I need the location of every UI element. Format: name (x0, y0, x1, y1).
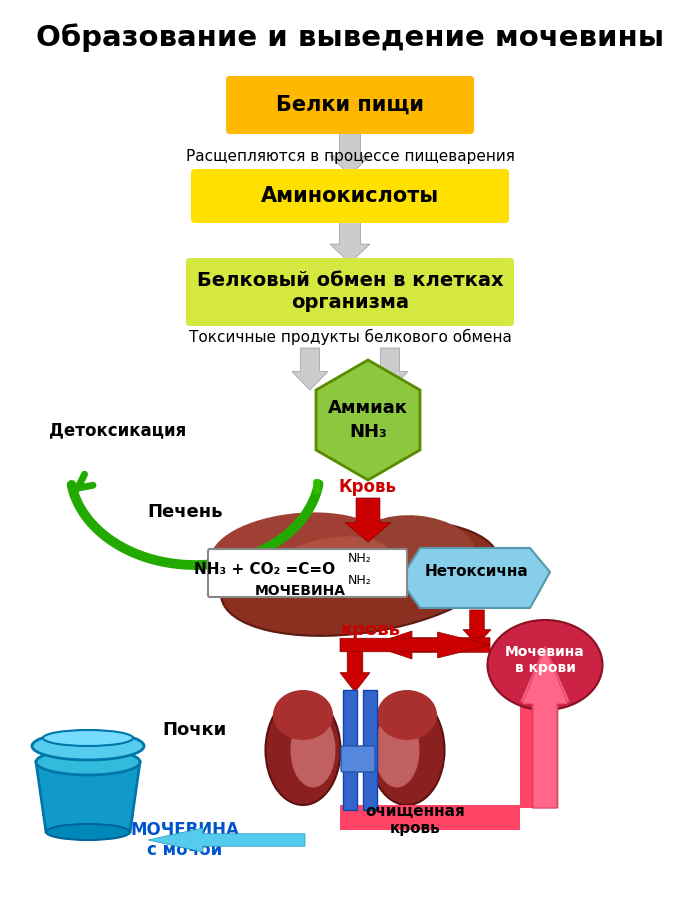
Polygon shape (36, 762, 140, 832)
FancyBboxPatch shape (363, 690, 377, 810)
Ellipse shape (46, 824, 130, 840)
Text: очищенная
кровь: очищенная кровь (365, 804, 465, 836)
Ellipse shape (487, 620, 603, 710)
Polygon shape (330, 132, 370, 175)
Polygon shape (372, 348, 408, 390)
Text: Токсичные продукты белкового обмена: Токсичные продукты белкового обмена (188, 329, 512, 345)
Polygon shape (520, 645, 570, 808)
Ellipse shape (36, 749, 140, 775)
FancyBboxPatch shape (520, 645, 550, 808)
Text: Почки: Почки (163, 721, 227, 739)
Text: NH₂: NH₂ (348, 552, 372, 564)
FancyBboxPatch shape (343, 690, 357, 810)
Ellipse shape (271, 536, 389, 590)
Text: Кровь: Кровь (339, 478, 397, 496)
Text: Аммиак: Аммиак (328, 399, 408, 417)
Text: Мочевина
в крови: Мочевина в крови (505, 645, 585, 675)
Text: NH₃: NH₃ (349, 423, 387, 441)
Text: МОЧЕВИНА: МОЧЕВИНА (255, 584, 346, 598)
Text: NH₃ + CO₂ =C=O: NH₃ + CO₂ =C=O (195, 562, 335, 576)
Polygon shape (522, 648, 568, 808)
Polygon shape (330, 220, 370, 263)
FancyBboxPatch shape (226, 76, 474, 134)
Ellipse shape (43, 730, 133, 746)
Ellipse shape (265, 695, 340, 805)
FancyBboxPatch shape (186, 258, 514, 326)
Polygon shape (345, 498, 391, 542)
Polygon shape (370, 631, 490, 659)
Polygon shape (400, 548, 550, 608)
Polygon shape (292, 348, 328, 390)
Text: МОЧЕВИНА
с мочой: МОЧЕВИНА с мочой (131, 821, 239, 860)
FancyBboxPatch shape (191, 169, 509, 223)
Ellipse shape (273, 690, 333, 740)
Text: Аминокислоты: Аминокислоты (261, 186, 439, 206)
Ellipse shape (355, 516, 475, 581)
Ellipse shape (32, 732, 144, 760)
Text: Образование и выведение мочевины: Образование и выведение мочевины (36, 24, 664, 53)
Ellipse shape (210, 513, 390, 593)
Ellipse shape (370, 695, 444, 805)
Text: NH₂: NH₂ (348, 574, 372, 587)
Text: Белки пищи: Белки пищи (276, 95, 424, 115)
Text: Белковый обмен в клетках
организма: Белковый обмен в клетках организма (197, 272, 503, 313)
Ellipse shape (377, 690, 437, 740)
Text: Расщепляются в процессе пищеварения: Расщепляются в процессе пищеварения (186, 149, 514, 165)
Text: Детоксикация: Детоксикация (50, 421, 187, 439)
Text: Нетоксична: Нетоксична (425, 564, 529, 580)
Ellipse shape (290, 712, 335, 787)
Ellipse shape (374, 712, 419, 787)
Ellipse shape (221, 520, 499, 636)
Text: кровь: кровь (340, 621, 400, 639)
Text: Печень: Печень (147, 503, 223, 521)
FancyBboxPatch shape (208, 549, 407, 597)
Polygon shape (340, 632, 490, 658)
Polygon shape (316, 360, 420, 480)
Polygon shape (340, 648, 370, 692)
FancyBboxPatch shape (340, 805, 520, 830)
FancyBboxPatch shape (341, 746, 375, 772)
Polygon shape (148, 828, 305, 852)
Polygon shape (463, 610, 491, 645)
